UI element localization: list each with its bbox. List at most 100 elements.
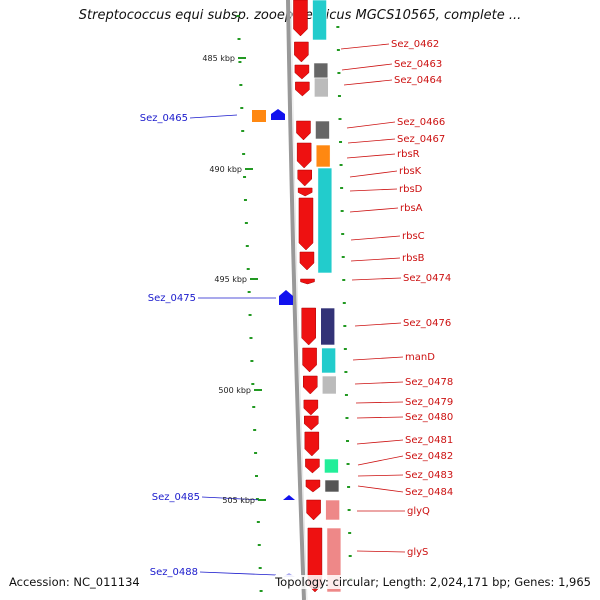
leader-line (201, 496, 263, 501)
tick-dot (255, 475, 258, 477)
tick-dot (247, 291, 251, 293)
tick-dot (347, 509, 351, 511)
tick-dot (252, 406, 256, 408)
tick-dot (341, 233, 345, 235)
tick-dot (343, 325, 347, 327)
forward-gene-arrow (301, 307, 316, 346)
cog-block (324, 479, 340, 493)
leader-line (356, 416, 404, 419)
tick-dot (255, 498, 259, 500)
leader-line (347, 138, 396, 144)
gene-label-Sez_0474: Sez_0474 (403, 273, 451, 284)
tick-dot (344, 394, 348, 396)
tick-dot (238, 61, 242, 63)
gene-label-rbsC: rbsC (402, 231, 425, 242)
kbp-label: 485 kbp (202, 54, 235, 63)
gene-label-Sez_0463: Sez_0463 (394, 59, 442, 70)
tick-dot (344, 371, 348, 373)
tick-dot (341, 256, 345, 258)
leader-line (351, 277, 402, 281)
tick-dot (343, 348, 347, 350)
forward-gene-arrow (303, 399, 319, 416)
leader-line (356, 439, 404, 445)
gene-label-rbsD: rbsD (399, 184, 423, 195)
gene-label-Sez_0467: Sez_0467 (397, 134, 445, 145)
gene-label-Sez_0480: Sez_0480 (405, 412, 453, 423)
cog-block (315, 120, 330, 140)
forward-gene-arrow (295, 81, 310, 97)
tick-dot (244, 222, 248, 224)
cog-block (320, 307, 336, 346)
kbp-label: 495 kbp (214, 275, 247, 284)
kbp-tick (250, 278, 258, 280)
gene-label-Sez_0475: Sez_0475 (148, 293, 196, 304)
forward-gene-arrow (304, 431, 320, 457)
kbp-tick (258, 499, 266, 501)
forward-gene-arrow (306, 499, 321, 521)
tick-dot (239, 84, 243, 86)
cog-block (312, 0, 327, 41)
reverse-gene-arrow (271, 109, 285, 120)
forward-gene-arrow (305, 479, 321, 493)
leader-line (356, 550, 406, 553)
forward-gene-arrow (294, 64, 310, 80)
tick-dot (246, 268, 250, 270)
genome-backbone (286, 0, 308, 600)
leader-line (346, 153, 396, 159)
leader-line (354, 322, 402, 327)
gene-label-Sez_0482: Sez_0482 (405, 451, 453, 462)
forward-gene-arrow (305, 458, 320, 474)
label-leader-lines (189, 43, 406, 576)
gene-label-rbsK: rbsK (399, 166, 422, 177)
tick-dot (348, 555, 352, 557)
gene-label-rbsR: rbsR (397, 149, 420, 160)
forward-gene-arrow (303, 375, 318, 395)
leader-line (349, 207, 399, 213)
backbone-line (286, 0, 306, 600)
tick-dot (346, 463, 350, 465)
gene-label-Sez_0481: Sez_0481 (405, 435, 453, 446)
tick-dot (342, 279, 346, 281)
tick-dot (248, 314, 252, 316)
gene-label-manD: manD (405, 352, 435, 363)
leader-line (357, 455, 404, 466)
tick-dot (338, 118, 342, 120)
cog-block (321, 375, 337, 395)
forward-gene-arrow (304, 415, 319, 431)
forward-gene-arrow (294, 41, 309, 63)
gene-label-Sez_0478: Sez_0478 (405, 377, 453, 388)
tick-dot (340, 187, 344, 189)
tick-dot (249, 337, 253, 339)
leader-line (189, 114, 238, 119)
forward-gene-arrow (300, 278, 315, 285)
tick-dot (254, 452, 258, 454)
leader-line (357, 474, 404, 477)
tick-dot (340, 210, 344, 212)
leader-line (349, 170, 398, 178)
tick-dot (258, 567, 262, 569)
gene-label-rbsA: rbsA (400, 203, 423, 214)
gene-label-Sez_0488: Sez_0488 (150, 567, 198, 578)
kbp-tick (238, 57, 246, 59)
gene-track (252, 0, 323, 593)
leader-line (352, 356, 404, 361)
cog-block (315, 144, 331, 168)
tick-dot (245, 245, 249, 247)
forward-gene-arrow (293, 0, 308, 37)
cog-category-track (312, 0, 342, 593)
tick-dot (339, 141, 343, 143)
tick-dot (236, 15, 240, 17)
tick-dot (251, 383, 255, 385)
leader-line (357, 485, 404, 493)
leader-line (355, 401, 404, 404)
gene-labels: Sez_0462 Sez_0463 Sez_0464 Sez_0466 Sez_0467… (140, 39, 453, 578)
tick-dot (259, 590, 263, 592)
tick-dot (242, 153, 246, 155)
kbp-label: 505 kbp (222, 496, 255, 505)
cog-block (317, 167, 333, 274)
cog-block (313, 62, 329, 79)
gene-label-glyQ: glyQ (407, 506, 430, 517)
kbp-tick (254, 389, 262, 391)
tick-dot (339, 164, 343, 166)
